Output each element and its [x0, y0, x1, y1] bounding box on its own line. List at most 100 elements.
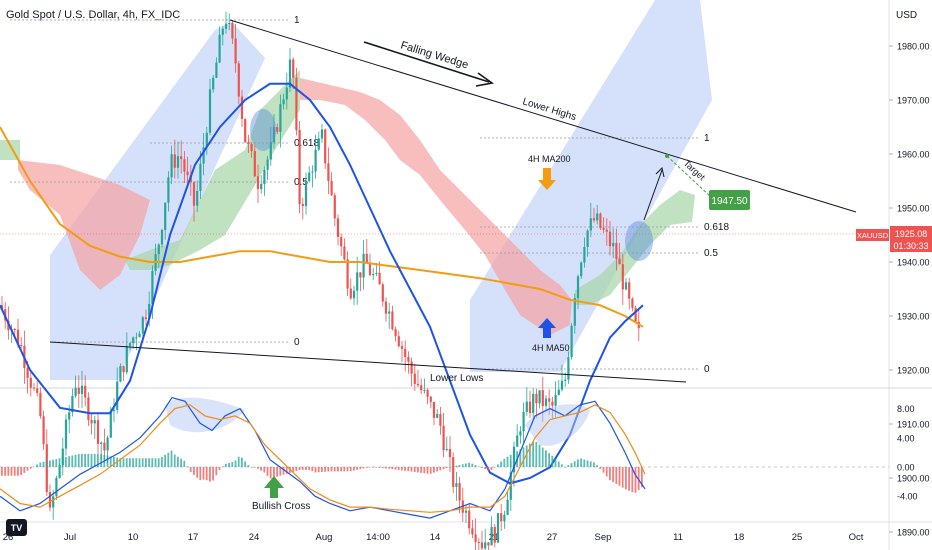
candle-body: [272, 127, 276, 143]
candle-body: [397, 336, 400, 347]
candle-body: [599, 213, 602, 228]
candle-body: [538, 390, 541, 404]
osc-hist-bar: [282, 467, 285, 475]
osc-hist-bar: [20, 467, 22, 475]
currency-label[interactable]: USD: [896, 10, 918, 21]
candle-body: [199, 163, 202, 191]
osc-hist-bar: [45, 461, 48, 467]
ma50-label: 4H MA50: [532, 343, 570, 353]
candle-body: [276, 127, 279, 132]
candle-body: [362, 253, 365, 278]
candle-body: [288, 59, 292, 88]
candle-body: [554, 394, 557, 406]
osc-hist-bar: [154, 458, 157, 467]
osc-hist-bar: [170, 450, 173, 467]
candle-body: [64, 419, 68, 449]
candle-body: [589, 218, 592, 231]
osc-hist-bar: [599, 467, 602, 469]
candle-body: [359, 272, 362, 278]
candle-body: [167, 177, 170, 203]
ichimoku-cloud: [0, 70, 695, 335]
osc-hist-bar: [349, 467, 352, 472]
candle-body: [247, 142, 250, 144]
osc-hist-bar: [7, 467, 10, 476]
osc-hist-bar: [602, 467, 605, 473]
candle-body: [381, 284, 384, 302]
time-tick-label: 14:00: [366, 532, 390, 543]
ma50-arrow: [538, 318, 556, 338]
candle-body: [112, 409, 116, 412]
osc-hist-bar: [458, 464, 461, 467]
osc-hist-bar: [65, 456, 67, 467]
candle-body: [39, 392, 42, 417]
osc-hist-bar: [266, 467, 269, 476]
candle-body: [234, 38, 237, 64]
time-tick-label: 14: [430, 532, 441, 543]
candle-body: [304, 181, 308, 207]
osc-hist-bar: [237, 456, 240, 467]
time-tick-label: 18: [734, 532, 745, 543]
osc-hist-bar: [4, 467, 6, 476]
price-tick-label: 1900.00: [897, 474, 930, 484]
osc-hist-bar: [74, 454, 77, 467]
osc-hist-bar: [247, 465, 250, 467]
osc-hist-bar: [615, 467, 618, 484]
candle-body: [80, 385, 84, 394]
osc-hist-bar: [407, 467, 410, 472]
candle-body: [141, 317, 144, 334]
osc-hist-bar: [612, 467, 614, 483]
candle-body: [282, 99, 285, 105]
target-point: [665, 154, 669, 158]
candle-body: [448, 449, 452, 458]
osc-hist-bar: [68, 456, 70, 467]
osc-hist-bar: [29, 467, 32, 469]
candle-body: [631, 298, 634, 308]
candle-body: [301, 203, 304, 207]
osc-hist-bar: [369, 467, 371, 468]
osc-tick-label: 4.00: [897, 433, 915, 443]
price-tick-label: 1890.00: [897, 528, 930, 538]
candle-body: [621, 264, 624, 290]
cloud-green-2: [125, 70, 300, 270]
osc-hist-bar: [436, 467, 438, 472]
osc-hist-bar: [637, 467, 640, 490]
osc-hist-bar: [423, 467, 426, 474]
osc-hist-bar: [161, 456, 163, 467]
candle-body: [586, 230, 589, 247]
osc-hist-bar: [541, 447, 544, 467]
candle-body: [269, 142, 272, 160]
osc-hist-bar: [122, 458, 125, 467]
osc-hist-bar: [452, 466, 454, 467]
osc-hist-bar: [273, 467, 275, 478]
osc-hist-bar: [372, 467, 374, 468]
osc-hist-bar: [529, 443, 531, 467]
candle-body: [61, 448, 64, 466]
candle-body: [343, 246, 346, 260]
candle-body: [151, 270, 154, 304]
falling-wedge-label: Falling Wedge: [399, 39, 470, 71]
candle-body: [352, 290, 356, 299]
candle-body: [336, 218, 340, 237]
symbol-tag: XAUUSD: [857, 231, 889, 240]
candle-body: [573, 298, 576, 326]
candle-body: [320, 129, 324, 139]
osc-hist-bar: [129, 458, 131, 467]
candle-body: [148, 303, 151, 320]
osc-hist-bar: [538, 444, 541, 467]
osc-hist-bar: [513, 452, 515, 467]
candle-body: [224, 23, 228, 29]
candle-body: [279, 104, 282, 132]
osc-hist-bar: [119, 458, 122, 467]
osc-hist-bar: [522, 447, 525, 467]
candle-body: [202, 147, 205, 164]
osc-hist-bar: [493, 467, 496, 468]
osc-hist-bar: [388, 467, 390, 469]
candle-body: [442, 425, 445, 450]
projection-arrow-head: [655, 167, 665, 178]
osc-hist-bar: [228, 462, 230, 467]
candle-body: [90, 420, 93, 424]
target-label: Target: [682, 158, 708, 183]
candle-body: [20, 344, 23, 346]
ma200-label: 4H MA200: [528, 154, 571, 164]
